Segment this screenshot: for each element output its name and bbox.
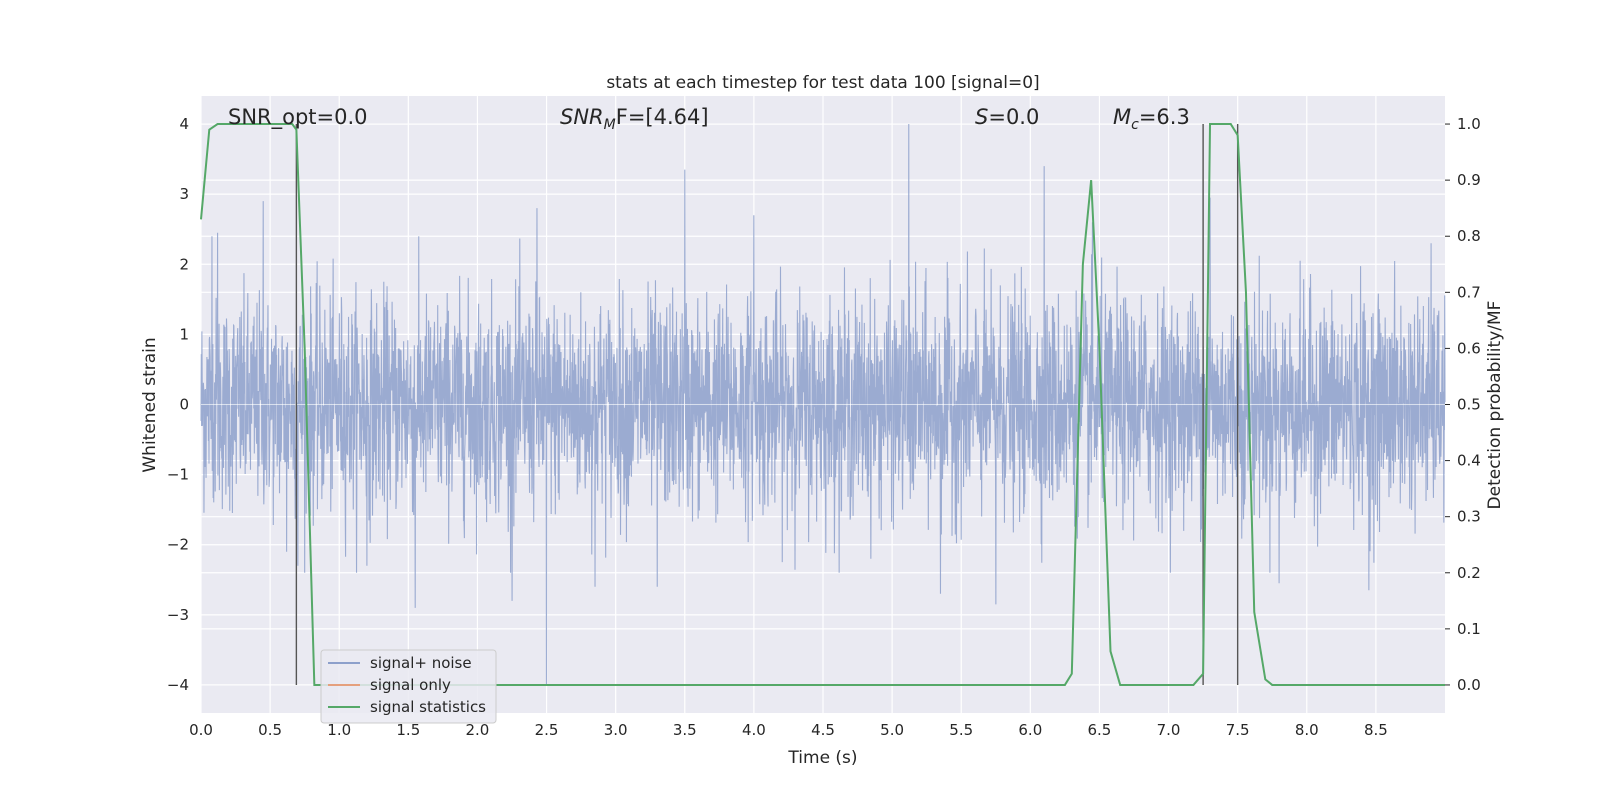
- x-tick-label: 6.0: [1018, 721, 1042, 739]
- right-y-tick-label: 0.7: [1457, 283, 1481, 301]
- annotation-snr-opt: SNR_opt=0.0: [228, 105, 368, 130]
- legend-label-signal-statistics: signal statistics: [370, 698, 486, 716]
- right-y-ticks: 1.0 0.9 0.8 0.7 0.6 0.5 0.4 0.3 0.2 0.1 0.0: [1445, 115, 1481, 694]
- x-tick-label: 4.0: [742, 721, 766, 739]
- right-y-tick-label: 0.1: [1457, 620, 1481, 638]
- y-tick-label: 0: [179, 396, 189, 414]
- y-tick-label: −4: [167, 676, 189, 694]
- signal-statistics-series: [200, 123, 1445, 686]
- x-axis-label: Time (s): [787, 748, 857, 768]
- x-tick-label: 8.5: [1364, 721, 1388, 739]
- annotation-s: S=0.0: [975, 105, 1039, 129]
- legend-box: [320, 649, 497, 724]
- legend-label-signal-only: signal only: [370, 676, 451, 694]
- x-tick-label: 2.0: [466, 721, 490, 739]
- x-tick-label: 8.0: [1295, 721, 1319, 739]
- right-y-axis-label: Detection probability/MF: [1485, 301, 1505, 510]
- x-tick-label: 3.5: [673, 721, 697, 739]
- right-y-tick-label: 0.3: [1457, 508, 1481, 526]
- x-ticks: 0.0 0.5 1.0 1.5 2.0 2.5 3.0 3.5 4.0 4.5 5.0 5.5 6.0 6…: [189, 721, 1388, 739]
- annotation-mc: Mc=6.3: [1113, 105, 1190, 133]
- x-tick-label: 1.0: [327, 721, 351, 739]
- x-tick-label: 7.0: [1157, 721, 1181, 739]
- right-y-tick-label: 0.4: [1457, 452, 1481, 470]
- y-tick-label: −2: [167, 536, 189, 554]
- y-tick-label: 2: [179, 255, 189, 273]
- right-y-tick-label: 0.2: [1457, 564, 1481, 582]
- y-tick-label: 4: [179, 115, 189, 133]
- x-tick-label: 5.0: [880, 721, 904, 739]
- x-tick-label: 3.0: [604, 721, 628, 739]
- x-tick-label: 5.5: [949, 721, 973, 739]
- right-y-tick-label: 0.5: [1457, 396, 1481, 414]
- right-y-tick-label: 0.0: [1457, 676, 1481, 694]
- legend: signal+ noise signal only signal statist…: [320, 649, 497, 724]
- x-tick-label: 2.5: [535, 721, 559, 739]
- x-tick-label: 7.5: [1226, 721, 1250, 739]
- x-tick-label: 4.5: [811, 721, 835, 739]
- vertical-markers: [295, 124, 1239, 685]
- x-tick-label: 0.0: [189, 721, 213, 739]
- y-tick-label: −3: [167, 606, 189, 624]
- x-tick-label: 0.5: [258, 721, 282, 739]
- annotation-snr-mf: SNRMF=[4.64]: [560, 105, 709, 133]
- x-tick-label: 1.5: [396, 721, 420, 739]
- y-axis-label: Whitened strain: [140, 337, 160, 472]
- y-tick-label: 1: [179, 325, 189, 343]
- signal-statistics-line: [200, 123, 1445, 686]
- chart-title: stats at each timestep for test data 100…: [606, 73, 1039, 93]
- y-ticks: 4 3 2 1 0 −1 −2 −3 −4: [167, 115, 189, 694]
- y-tick-label: −1: [167, 466, 189, 484]
- right-y-tick-label: 1.0: [1457, 115, 1481, 133]
- right-y-tick-label: 0.8: [1457, 227, 1481, 245]
- y-tick-label: 3: [179, 185, 189, 203]
- right-y-tick-label: 0.6: [1457, 339, 1481, 357]
- right-y-tick-label: 0.9: [1457, 171, 1481, 189]
- legend-label-signal-noise: signal+ noise: [370, 654, 472, 672]
- x-tick-label: 6.5: [1088, 721, 1112, 739]
